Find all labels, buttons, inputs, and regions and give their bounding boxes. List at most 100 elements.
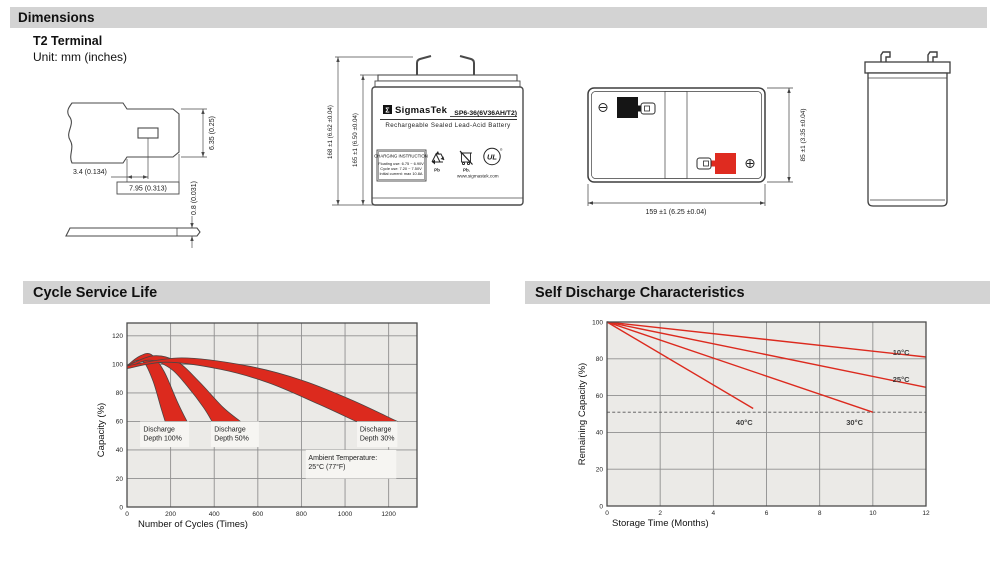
charging-title: CHARGING INSTRUCTION	[374, 154, 428, 159]
terminal-tab-outline	[67, 102, 180, 164]
terminal-detail-drawing: 3.4 (0.134) 7.95 (0.313) 6.35 (0.25) 0.8…	[65, 102, 216, 248]
temperature-line	[606, 321, 874, 413]
recycle-pb-label: Pb	[434, 168, 440, 173]
battery-front-view: 168 ±1 (6.62 ±0.04) 165 ±1 (6.50 ±0.04) …	[327, 55, 524, 206]
y-tick-label: 120	[112, 333, 123, 340]
annotation-text: Discharge	[214, 426, 246, 433]
y-tick-label: 80	[116, 390, 124, 397]
charging-line3: Initial current: max 10.8A	[379, 171, 422, 176]
side-terminal-left	[880, 51, 891, 62]
annotation-text: 25°C (77°F)	[308, 463, 345, 471]
y-axis-title: Remaining Capacity (%)	[577, 363, 588, 465]
x-tick-label: 1000	[338, 511, 353, 518]
x-tick-label: 200	[165, 511, 176, 518]
battery-top-view: 159 ±1 (6.25 ±0.04) 85 ±1 (3.35 ±0.04)	[587, 87, 807, 216]
y-tick-label: 60	[596, 393, 604, 400]
temperature-label: 30°C	[846, 418, 863, 427]
temperature-line	[606, 321, 927, 358]
dim-height-case: 165 ±1 (6.50 ±0.04)	[352, 113, 359, 167]
y-tick-label: 20	[116, 476, 124, 483]
y-tick-label: 100	[592, 319, 603, 326]
annotation-text: Depth 100%	[143, 435, 182, 442]
x-axis-title: Storage Time (Months)	[612, 518, 709, 529]
dimensions-title: Dimensions	[18, 10, 95, 25]
self-discharge-chart: 0 2 4 6 8 10 12 0 20 40 60 80 100 10°C 25°C 30°C 40°C Sto…	[577, 319, 930, 529]
front-terminal-right	[459, 55, 475, 75]
unit-note: Unit: mm (inches)	[33, 50, 128, 64]
annotation-text: Discharge	[360, 426, 392, 433]
charging-line1: Floating use: 6.75 ~ 6.90V	[378, 161, 424, 166]
terminal-type-label: T2 Terminal	[33, 34, 103, 48]
y-tick-label: 40	[596, 430, 604, 437]
dim-height-overall: 168 ±1 (6.62 ±0.04)	[327, 105, 334, 159]
brand-name: SigmasTek	[395, 105, 448, 116]
y-axis-title: Capacity (%)	[96, 403, 107, 457]
temperature-label: 10°C	[893, 348, 910, 357]
x-tick-label: 6	[765, 510, 769, 517]
plot-border	[126, 322, 418, 508]
temperature-label: 40°C	[736, 418, 753, 427]
x-tick-label: 1200	[381, 511, 396, 518]
y-tick-label: 0	[599, 503, 603, 510]
y-tick-label: 40	[116, 447, 124, 454]
x-tick-label: 8	[818, 510, 822, 517]
positive-symbol	[745, 159, 755, 168]
brand-logo-icon	[383, 105, 392, 114]
battery-type-line: Rechargeable Sealed Lead-Acid Battery	[385, 122, 511, 129]
annotation-box	[210, 421, 259, 448]
section-header-cycle-service-life: Cycle Service Life	[23, 281, 490, 304]
negative-terminal-tab	[640, 102, 656, 115]
charging-line2: Cycle use: 7.20 ~ 7.50V	[380, 166, 422, 171]
y-tick-label: 100	[112, 362, 123, 369]
dim-tab-length: 7.95 (0.313)	[129, 186, 167, 193]
self-discharge-title: Self Discharge Characteristics	[535, 284, 745, 301]
y-tick-label: 20	[596, 467, 604, 474]
x-tick-label: 400	[209, 511, 220, 518]
y-tick-label: 60	[116, 419, 124, 426]
cycle-service-life-chart: 0 200 400 600 800 1000 1200 0 20 40 60 80 100 120 Disc…	[96, 322, 418, 530]
dim-length: 159 ±1 (6.25 ±0.04)	[645, 209, 706, 216]
temperature-line	[606, 321, 927, 388]
plot-border	[606, 321, 927, 507]
dim-thickness: 0.8 (0.031)	[191, 181, 198, 215]
negative-symbol	[598, 103, 608, 112]
discharge-depth-band	[126, 357, 398, 422]
side-view-lid	[864, 61, 951, 74]
charging-box	[376, 149, 427, 182]
x-tick-label: 2	[658, 510, 662, 517]
dim-width: 85 ±1 (3.35 ±0.04)	[800, 108, 807, 161]
x-tick-label: 4	[712, 510, 716, 517]
annotation-text: Ambient Temperature:	[308, 455, 377, 462]
section-header-self-discharge: Self Discharge Characteristics	[525, 281, 990, 304]
annotation-text: Depth 30%	[360, 435, 395, 442]
brand-logo-glyph: Σ	[385, 108, 389, 115]
cycle-title: Cycle Service Life	[33, 284, 158, 301]
annotation-box	[140, 421, 190, 448]
annotation-box	[305, 449, 397, 479]
battery-side-view	[864, 51, 951, 207]
dim-hole-offset: 3.4 (0.134)	[73, 169, 107, 176]
side-terminal-right	[927, 51, 938, 62]
y-tick-label: 80	[596, 356, 604, 363]
dim-box	[116, 181, 180, 195]
website: www.sigmastek.com	[457, 174, 499, 179]
svg-text:UL: UL	[487, 153, 497, 162]
annotation-text: Depth 50%	[214, 435, 249, 442]
temperature-line	[606, 321, 754, 410]
front-terminal-left	[416, 55, 432, 75]
section-header-dimensions: Dimensions	[10, 7, 987, 28]
side-view-case	[867, 72, 948, 207]
svg-text:®: ®	[500, 148, 503, 152]
battery-lid	[377, 74, 518, 82]
x-tick-label: 800	[296, 511, 307, 518]
top-view-handle	[664, 91, 688, 179]
recycle-pb-icon	[431, 151, 445, 165]
x-tick-label: 0	[125, 511, 129, 518]
annotation-box	[357, 421, 398, 448]
negative-terminal-block	[617, 97, 638, 118]
model-number: SP6-36(6V36AH/T2)	[454, 110, 517, 117]
x-tick-label: 600	[252, 511, 263, 518]
no-trash-pb-label: Pb.	[463, 168, 470, 173]
y-tick-label: 0	[119, 504, 123, 511]
annotation-text: Discharge	[143, 426, 175, 433]
